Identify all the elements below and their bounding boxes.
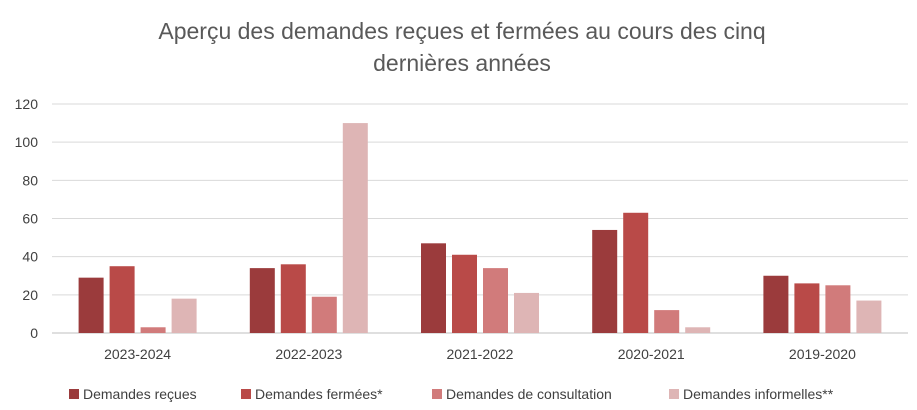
y-tick-label: 20 <box>22 287 38 303</box>
bar <box>794 283 820 333</box>
legend-swatch <box>241 389 251 399</box>
bar <box>654 310 680 333</box>
bar <box>311 296 337 333</box>
gridlines <box>52 103 908 334</box>
bar <box>825 285 851 333</box>
legend-label: Demandes reçues <box>83 386 197 402</box>
bar <box>452 254 477 333</box>
y-tick-label: 120 <box>15 96 39 112</box>
x-tick-label: 2020-2021 <box>618 346 685 362</box>
bar <box>140 327 166 333</box>
x-axis-ticks: 2023-2024 2022-2023 2021-2022 2020-2021 2019… <box>104 346 856 362</box>
bar <box>623 212 649 333</box>
x-tick-label: 2022-2023 <box>275 346 342 362</box>
y-tick-label: 60 <box>22 211 38 227</box>
bar <box>514 292 539 333</box>
bar <box>342 123 368 333</box>
x-tick-label: 2023-2024 <box>104 346 171 362</box>
legend-swatch <box>669 389 679 399</box>
bar <box>78 277 104 333</box>
legend-label: Demandes de consultation <box>446 386 612 402</box>
legend-swatch <box>69 389 79 399</box>
x-tick-label: 2021-2022 <box>447 346 514 362</box>
legend-swatch <box>432 389 442 399</box>
legend-label: Demandes informelles** <box>683 386 834 402</box>
bar <box>171 298 197 333</box>
y-axis-ticks: 0 20 40 60 80 100 120 <box>15 96 39 341</box>
x-tick-label: 2019-2020 <box>789 346 856 362</box>
bar <box>483 268 508 333</box>
chart-title-line-1: Aperçu des demandes reçues et fermées au… <box>158 18 765 44</box>
y-tick-label: 80 <box>22 172 38 188</box>
y-tick-label: 0 <box>30 325 38 341</box>
bars <box>78 123 882 333</box>
bar <box>109 266 135 333</box>
bar <box>421 243 446 333</box>
bar <box>280 264 306 333</box>
legend-label: Demandes fermées* <box>255 386 383 402</box>
y-tick-label: 100 <box>15 134 39 150</box>
bar <box>856 300 882 333</box>
bar <box>685 327 711 333</box>
y-tick-label: 40 <box>22 249 38 265</box>
legend: Demandes reçues Demandes fermées* Demandes… <box>69 386 834 402</box>
chart-title-line-2: dernières années <box>373 50 551 76</box>
bar <box>763 275 789 333</box>
bar <box>249 268 275 333</box>
bar <box>592 229 618 333</box>
